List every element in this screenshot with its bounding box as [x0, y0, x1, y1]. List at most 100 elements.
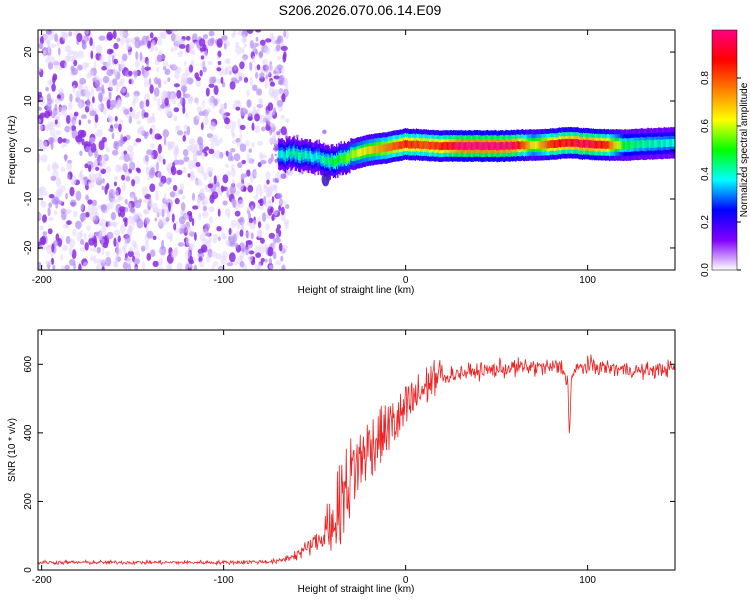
- ridge-cell: [603, 140, 605, 149]
- noise-blob: [259, 114, 266, 125]
- noise-blob: [109, 49, 114, 54]
- noise-blob: [57, 47, 61, 56]
- noise-blob: [90, 50, 94, 60]
- noise-blob: [249, 40, 254, 49]
- noise-blob: [282, 53, 287, 63]
- noise-blob: [170, 46, 174, 53]
- ridge-cell: [364, 147, 366, 156]
- ridge-cell: [396, 141, 398, 150]
- noise-blob: [176, 262, 183, 270]
- ridge-cell: [351, 150, 353, 159]
- ridge-cell: [537, 141, 539, 149]
- ridge-cell: [667, 139, 669, 148]
- noise-blob: [69, 124, 73, 133]
- noise-blob: [149, 143, 155, 149]
- noise-blob: [144, 240, 149, 251]
- ridge-cell: [426, 141, 429, 150]
- ridge-cell: [323, 155, 325, 164]
- noise-blob: [90, 255, 95, 262]
- noise-blob: [259, 39, 266, 46]
- ridge-cell: [614, 141, 616, 150]
- noise-blob: [132, 99, 136, 107]
- noise-blob: [269, 137, 273, 145]
- noise-blob: [137, 126, 144, 135]
- noise-blob: [127, 250, 134, 258]
- noise-blob: [158, 248, 162, 254]
- ridge-cell: [373, 145, 375, 154]
- noise-blob: [174, 34, 181, 45]
- noise-blob: [158, 31, 166, 37]
- ridge-cell: [315, 152, 317, 161]
- noise-blob: [278, 229, 282, 237]
- noise-blob: [69, 93, 73, 103]
- ridge-cell: [389, 143, 391, 151]
- ridge-cell: [431, 141, 433, 150]
- ridge-cell: [350, 149, 352, 158]
- noise-blob: [272, 240, 276, 249]
- noise-blob: [143, 99, 147, 109]
- ridge-cell: [550, 140, 552, 148]
- ridge-cell: [514, 141, 516, 150]
- noise-blob: [98, 92, 103, 102]
- ridge-cell: [573, 138, 575, 147]
- ridge-cell: [390, 143, 392, 151]
- ridge-cell: [437, 141, 439, 150]
- ridge-cell: [432, 141, 434, 150]
- ridge-cell: [644, 140, 646, 149]
- noise-blob: [208, 30, 215, 37]
- ridge-cell: [602, 140, 604, 149]
- noise-blob: [69, 186, 75, 197]
- noise-blob: [157, 152, 162, 162]
- noise-blob: [221, 231, 226, 240]
- noise-blob: [123, 108, 130, 115]
- ridge-cell: [561, 139, 563, 147]
- noise-blob: [45, 102, 52, 111]
- noise-blob: [132, 141, 138, 147]
- ridge-cell: [394, 142, 396, 150]
- ridge-cell: [496, 142, 498, 151]
- noise-blob: [120, 37, 125, 46]
- ridge-cell: [536, 141, 538, 149]
- ridge-cell: [638, 140, 640, 149]
- ridge-cell: [457, 142, 459, 151]
- noise-blob: [281, 264, 286, 270]
- noise-blob: [260, 154, 268, 159]
- ridge-cell: [510, 141, 513, 150]
- ridge-cell: [668, 139, 670, 147]
- ridge-cell: [391, 142, 394, 151]
- noise-blob: [158, 218, 162, 226]
- ridge-cell: [656, 139, 658, 148]
- ridge-cell: [455, 142, 457, 150]
- noise-blob: [181, 72, 188, 83]
- noise-blob: [79, 212, 87, 222]
- noise-blob: [229, 185, 237, 195]
- ridge-cell: [633, 140, 635, 149]
- noise-blob: [208, 216, 213, 224]
- noise-blob: [173, 107, 180, 113]
- noise-blob: [201, 200, 206, 206]
- noise-blob: [67, 174, 71, 180]
- noise-blob: [158, 49, 163, 57]
- noise-blob: [66, 220, 72, 226]
- noise-blob: [283, 30, 286, 38]
- ridge-cell: [663, 138, 665, 147]
- noise-blob: [276, 192, 283, 200]
- transition-blob: [298, 172, 302, 175]
- noise-blob: [130, 206, 135, 214]
- noise-blob: [265, 109, 270, 115]
- noise-blob: [121, 53, 128, 62]
- noise-blob: [240, 250, 245, 260]
- noise-blob: [254, 125, 260, 134]
- noise-blob: [235, 190, 240, 196]
- noise-blob: [193, 264, 198, 270]
- ridge-cell: [340, 152, 342, 161]
- noise-blob: [98, 35, 106, 41]
- ridge-cell: [596, 140, 598, 149]
- noise-blob: [271, 214, 275, 221]
- ridge-cell: [316, 151, 318, 160]
- noise-blob: [234, 242, 239, 248]
- noise-blob: [161, 208, 165, 218]
- noise-blob: [90, 142, 97, 153]
- noise-blob: [146, 60, 150, 67]
- ridge-cell: [590, 140, 592, 148]
